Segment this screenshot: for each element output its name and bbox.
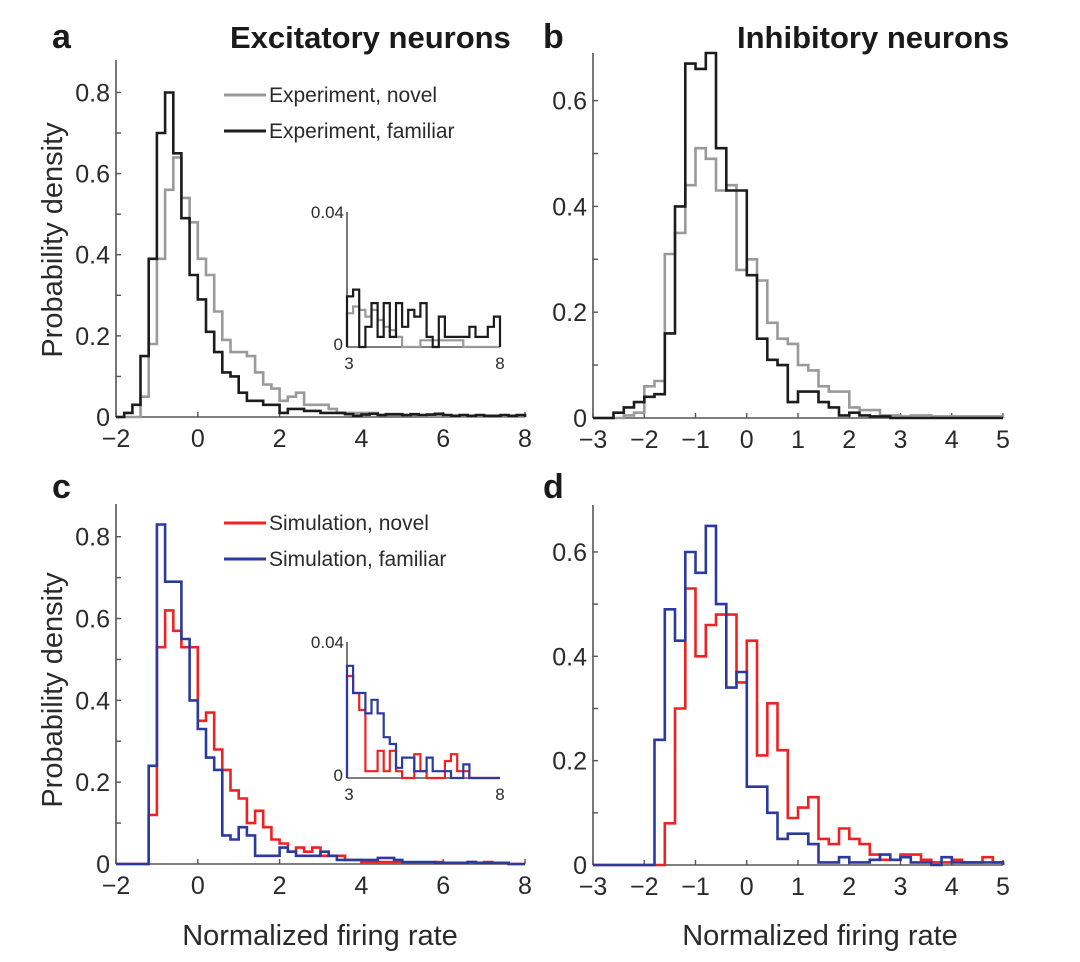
x-tick-label: 6 [436, 872, 450, 900]
x-tick-label: 0 [740, 873, 754, 901]
y-tick-label: 0 [573, 405, 587, 433]
x-tick-label: −2 [630, 426, 659, 454]
inset-x-tick-label: 8 [495, 354, 504, 373]
x-tick-label: 4 [354, 425, 368, 453]
x-tick-label: −1 [681, 426, 710, 454]
inset-x-tick-label: 3 [344, 785, 353, 804]
x-tick-label: 2 [273, 425, 287, 453]
y-tick-label: 0.6 [75, 606, 110, 634]
x-tick-label: −2 [102, 872, 131, 900]
y-tick-label: 0.2 [552, 299, 587, 327]
histogram-series-experiment-familiar [593, 51, 1003, 420]
y-tick-label: 0 [96, 404, 110, 432]
legend-label: Experiment, familiar [269, 120, 455, 143]
histogram-series-experiment-novel [116, 156, 527, 419]
panel-title: Inhibitory neurons [737, 20, 1009, 55]
inset-series-simulation-novel [345, 674, 500, 780]
x-tick-label: 6 [436, 425, 450, 453]
y-tick-label: 0 [96, 851, 110, 879]
histogram-series-experiment-familiar [116, 91, 527, 419]
histogram-series-simulation-familiar [593, 524, 1005, 867]
legend-label: Simulation, familiar [269, 548, 446, 571]
panel-letter: d [543, 468, 564, 506]
x-tick-label: 3 [894, 426, 908, 454]
x-tick-label: 0 [740, 426, 754, 454]
y-tick-label: 0.8 [75, 79, 110, 107]
x-tick-label: 8 [518, 425, 532, 453]
y-axis-label: Probability density [37, 572, 69, 808]
panel-letter: a [52, 18, 72, 56]
legend-label: Simulation, novel [269, 512, 429, 535]
y-tick-label: 0.4 [552, 193, 587, 221]
inset-y-tick-label: 0 [334, 335, 343, 354]
panel-d-inhibitory-simulation: d 0 0.2 0.4 0.6 −3 −2 −1 0 1 2 3 4 5 Normalized firing… [543, 468, 1010, 952]
x-tick-label: 5 [996, 426, 1010, 454]
y-tick-label: 0.4 [552, 643, 587, 671]
panel-letter: b [543, 18, 564, 56]
x-tick-label: 4 [354, 872, 368, 900]
inset-y-tick-label: 0.04 [311, 203, 344, 222]
x-tick-label: 2 [273, 872, 287, 900]
x-tick-label: 3 [894, 873, 908, 901]
histogram-series-experiment-novel [593, 146, 1005, 420]
legend-label: Experiment, novel [269, 84, 437, 107]
x-tick-label: 0 [191, 872, 205, 900]
x-tick-label: 0 [191, 425, 205, 453]
inset-series-experiment-familiar [345, 288, 502, 349]
x-tick-label: −3 [579, 426, 608, 454]
inset-series-simulation-familiar [345, 664, 500, 780]
x-tick-label: 4 [945, 873, 959, 901]
y-tick-label: 0 [573, 852, 587, 880]
inset-y-tick-label: 0 [334, 766, 343, 785]
y-tick-label: 0.6 [552, 88, 587, 116]
x-tick-label: 2 [842, 426, 856, 454]
y-tick-label: 0.4 [75, 687, 110, 715]
x-tick-label: 1 [791, 426, 805, 454]
x-tick-label: 4 [945, 426, 959, 454]
y-tick-label: 0.2 [552, 748, 587, 776]
x-tick-label: 1 [791, 873, 805, 901]
inset-tail-zoom: 0.04 03 8 [311, 633, 505, 804]
y-tick-label: 0.6 [552, 539, 587, 567]
histogram-series-simulation-novel [593, 587, 1005, 867]
x-axis-label: Normalized firing rate [682, 920, 958, 952]
inset-y-tick-label: 0.04 [311, 633, 344, 652]
y-tick-label: 0.2 [75, 769, 110, 797]
x-axis-label: Normalized firing rate [182, 920, 458, 952]
x-tick-label: 5 [996, 873, 1010, 901]
y-tick-label: 0.2 [75, 323, 110, 351]
x-tick-label: 8 [518, 872, 532, 900]
inset-x-tick-label: 8 [495, 785, 504, 804]
y-tick-label: 0.4 [75, 242, 110, 270]
histogram-series-simulation-familiar [116, 523, 525, 866]
panel-b-inhibitory-experiment: b Inhibitory neurons 0 0.2 0.4 0.6 −3 −2 −1 0 1 2 3 4… [543, 18, 1010, 454]
x-tick-label: −3 [579, 873, 608, 901]
y-tick-label: 0.6 [75, 161, 110, 189]
panel-title: Excitatory neurons [230, 20, 511, 55]
panel-letter: c [52, 468, 71, 506]
y-tick-label: 0.8 [75, 524, 110, 552]
y-axis-label: Probability density [37, 122, 69, 358]
x-tick-label: −2 [102, 425, 131, 453]
x-tick-label: 2 [842, 873, 856, 901]
x-tick-label: −1 [681, 873, 710, 901]
inset-series-experiment-novel [345, 305, 500, 349]
x-tick-label: −2 [630, 873, 659, 901]
inset-x-tick-label: 3 [344, 354, 353, 373]
inset-tail-zoom: 0.04 03 8 [311, 203, 505, 373]
